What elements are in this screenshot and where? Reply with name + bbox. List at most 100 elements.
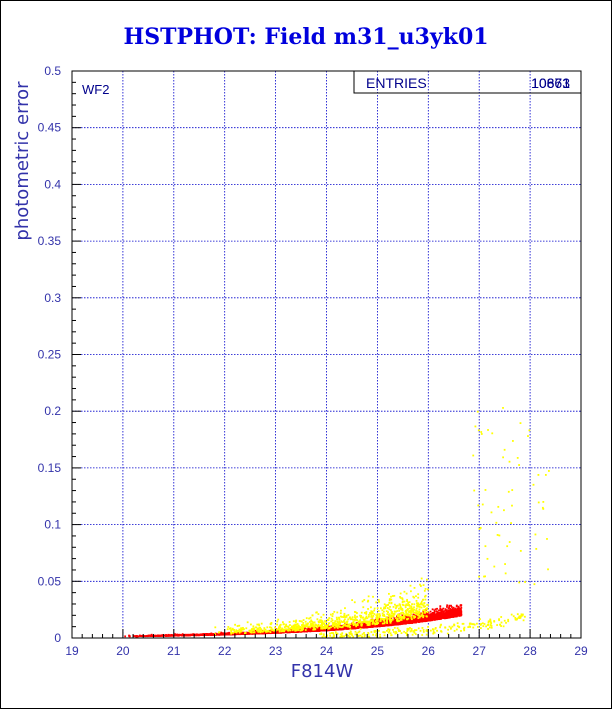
- yellow-point: [374, 623, 377, 626]
- yellow-point: [217, 631, 220, 634]
- yellow-point: [474, 425, 477, 428]
- yellow-point: [346, 620, 348, 623]
- yellow-point: [489, 618, 492, 621]
- yellow-point: [371, 616, 374, 619]
- red-point: [433, 611, 436, 614]
- yellow-point: [281, 627, 283, 630]
- yellow-point: [253, 628, 255, 631]
- yellow-point: [397, 628, 400, 631]
- yellow-point: [398, 603, 401, 606]
- red-point: [444, 608, 447, 611]
- yellow-point: [325, 627, 327, 630]
- yellow-point: [383, 622, 386, 625]
- yellow-point: [235, 629, 238, 632]
- red-point: [425, 613, 428, 616]
- yellow-point: [343, 621, 346, 624]
- yellow-point: [271, 629, 274, 632]
- yellow-point: [439, 626, 441, 629]
- yellow-point: [398, 630, 401, 632]
- yellow-point: [479, 618, 481, 620]
- yellow-point: [340, 626, 343, 629]
- red-point: [404, 622, 406, 625]
- yellow-point: [388, 616, 391, 619]
- yellow-point: [346, 622, 348, 625]
- yellow-point: [294, 629, 297, 632]
- yellow-point: [417, 614, 419, 617]
- yellow-point: [424, 595, 426, 598]
- yellow-point: [250, 623, 252, 626]
- yellow-point: [393, 594, 396, 597]
- red-point: [293, 631, 296, 633]
- yellow-point: [325, 624, 328, 627]
- yellow-point: [246, 621, 249, 624]
- red-point: [246, 633, 249, 635]
- yellow-point: [394, 607, 397, 610]
- red-point: [177, 634, 180, 637]
- yellow-point: [398, 615, 401, 618]
- yellow-point: [487, 621, 490, 624]
- red-point: [423, 613, 425, 616]
- red-point: [385, 623, 388, 626]
- yellow-point: [260, 622, 263, 625]
- yellow-point: [417, 602, 420, 605]
- yellow-point: [370, 631, 373, 633]
- yellow-point: [425, 633, 428, 636]
- yellow-point: [259, 629, 262, 632]
- red-point: [343, 626, 345, 628]
- yellow-point: [367, 615, 370, 618]
- yellow-point: [479, 623, 482, 626]
- yellow-point: [323, 624, 326, 626]
- yellow-point: [361, 635, 363, 638]
- yellow-point: [300, 620, 303, 623]
- red-point: [442, 616, 444, 618]
- red-point: [313, 629, 316, 632]
- yellow-point: [287, 626, 290, 629]
- yellow-point: [480, 627, 482, 629]
- yellow-point: [329, 634, 332, 637]
- red-point: [335, 627, 338, 630]
- yellow-point: [320, 625, 323, 628]
- yellow-point: [412, 609, 415, 612]
- red-point: [242, 632, 245, 634]
- yellow-point: [423, 605, 426, 608]
- yellow-point: [376, 613, 379, 615]
- yellow-point: [331, 615, 334, 617]
- yellow-point: [243, 628, 245, 631]
- red-point: [417, 619, 419, 622]
- yellow-point: [334, 623, 337, 626]
- yellow-point: [332, 632, 334, 634]
- yellow-point: [269, 631, 272, 633]
- red-point: [409, 618, 412, 621]
- yellow-point: [361, 633, 364, 636]
- yellow-point: [417, 593, 420, 596]
- red-point: [149, 634, 152, 637]
- yellow-point: [315, 624, 318, 627]
- red-point: [450, 613, 453, 615]
- red-point: [429, 617, 432, 620]
- yellow-point: [385, 617, 388, 620]
- yellow-point: [423, 609, 426, 611]
- yellow-point: [359, 627, 362, 630]
- red-point: [359, 626, 362, 628]
- yellow-point: [514, 616, 517, 619]
- red-point: [362, 624, 365, 627]
- red-point: [450, 611, 453, 614]
- yellow-point: [426, 607, 428, 610]
- red-point: [308, 628, 311, 631]
- yellow-point: [231, 628, 234, 631]
- red-point: [383, 623, 386, 626]
- yellow-point: [407, 628, 410, 631]
- chart-title: HSTPHOT: Field m31_u3yk01: [123, 24, 489, 50]
- yellow-point: [366, 622, 369, 624]
- yellow-point: [270, 622, 273, 625]
- red-point: [437, 612, 440, 615]
- yellow-point: [375, 617, 378, 620]
- yellow-point: [496, 624, 499, 626]
- yellow-point: [281, 629, 284, 631]
- red-point: [172, 634, 175, 637]
- yellow-point: [249, 629, 252, 632]
- yellow-point: [490, 626, 493, 629]
- red-point: [192, 633, 195, 636]
- yellow-point: [340, 609, 342, 612]
- red-point: [248, 632, 251, 635]
